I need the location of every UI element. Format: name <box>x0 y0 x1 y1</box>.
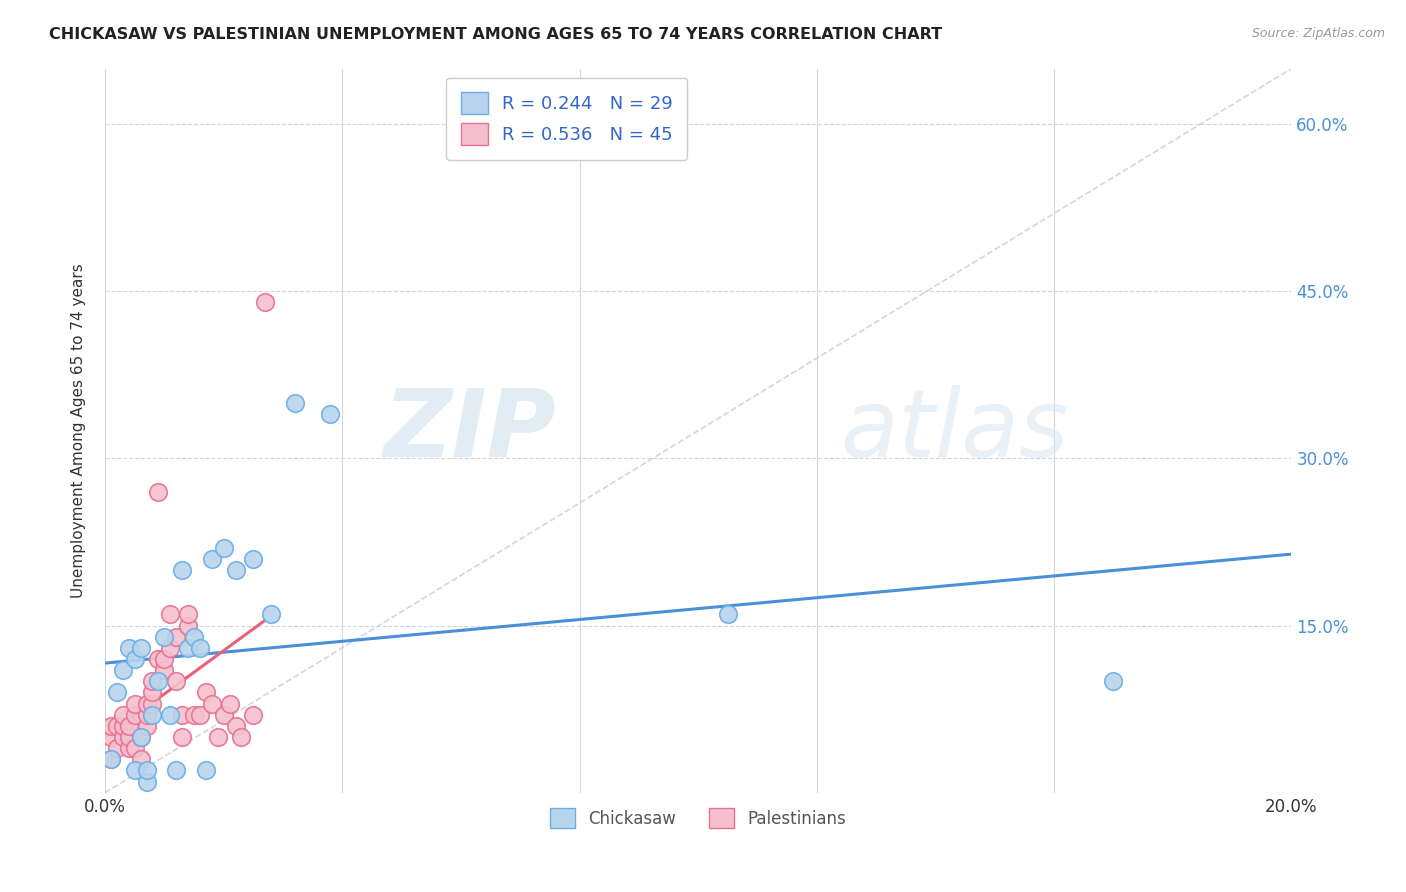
Point <box>118 640 141 655</box>
Point <box>260 607 283 622</box>
Point <box>124 652 146 666</box>
Point <box>124 707 146 722</box>
Point <box>177 618 200 632</box>
Point <box>148 674 170 689</box>
Point <box>105 719 128 733</box>
Point <box>165 764 187 778</box>
Text: CHICKASAW VS PALESTINIAN UNEMPLOYMENT AMONG AGES 65 TO 74 YEARS CORRELATION CHAR: CHICKASAW VS PALESTINIAN UNEMPLOYMENT AM… <box>49 27 942 42</box>
Point <box>242 707 264 722</box>
Point <box>177 607 200 622</box>
Point <box>172 730 194 744</box>
Point <box>105 685 128 699</box>
Point <box>165 674 187 689</box>
Point <box>141 685 163 699</box>
Point <box>284 395 307 409</box>
Point <box>159 707 181 722</box>
Point <box>254 295 277 310</box>
Point <box>1102 674 1125 689</box>
Point <box>105 741 128 756</box>
Point <box>141 697 163 711</box>
Point <box>212 541 235 555</box>
Point <box>141 674 163 689</box>
Point <box>172 563 194 577</box>
Point <box>194 685 217 699</box>
Point <box>153 652 176 666</box>
Point <box>212 707 235 722</box>
Point <box>183 630 205 644</box>
Text: atlas: atlas <box>841 385 1069 476</box>
Point <box>100 730 122 744</box>
Point <box>100 752 122 766</box>
Point <box>319 407 342 421</box>
Point <box>118 741 141 756</box>
Point <box>153 663 176 677</box>
Point <box>717 607 740 622</box>
Point <box>201 697 224 711</box>
Point <box>135 764 157 778</box>
Point <box>124 741 146 756</box>
Point <box>188 640 211 655</box>
Point <box>129 640 152 655</box>
Point <box>129 730 152 744</box>
Point <box>177 640 200 655</box>
Point <box>183 707 205 722</box>
Point <box>148 652 170 666</box>
Point <box>129 730 152 744</box>
Point <box>111 719 134 733</box>
Point <box>172 707 194 722</box>
Point <box>100 719 122 733</box>
Point <box>207 730 229 744</box>
Point <box>194 764 217 778</box>
Point <box>141 707 163 722</box>
Point <box>218 697 240 711</box>
Text: ZIP: ZIP <box>382 384 555 476</box>
Point <box>100 752 122 766</box>
Point <box>201 551 224 566</box>
Legend: Chickasaw, Palestinians: Chickasaw, Palestinians <box>543 801 853 835</box>
Point <box>231 730 253 744</box>
Text: Source: ZipAtlas.com: Source: ZipAtlas.com <box>1251 27 1385 40</box>
Point <box>148 484 170 499</box>
Point <box>111 707 134 722</box>
Point <box>111 663 134 677</box>
Point <box>224 563 246 577</box>
Point <box>188 707 211 722</box>
Point <box>135 774 157 789</box>
Point <box>124 764 146 778</box>
Point <box>135 719 157 733</box>
Point <box>135 697 157 711</box>
Point <box>129 752 152 766</box>
Point <box>242 551 264 566</box>
Point <box>153 630 176 644</box>
Point <box>159 607 181 622</box>
Point <box>111 730 134 744</box>
Point <box>135 707 157 722</box>
Point <box>165 630 187 644</box>
Point <box>124 697 146 711</box>
Point <box>224 719 246 733</box>
Y-axis label: Unemployment Among Ages 65 to 74 years: Unemployment Among Ages 65 to 74 years <box>72 263 86 598</box>
Point <box>118 719 141 733</box>
Point <box>118 730 141 744</box>
Point <box>159 640 181 655</box>
